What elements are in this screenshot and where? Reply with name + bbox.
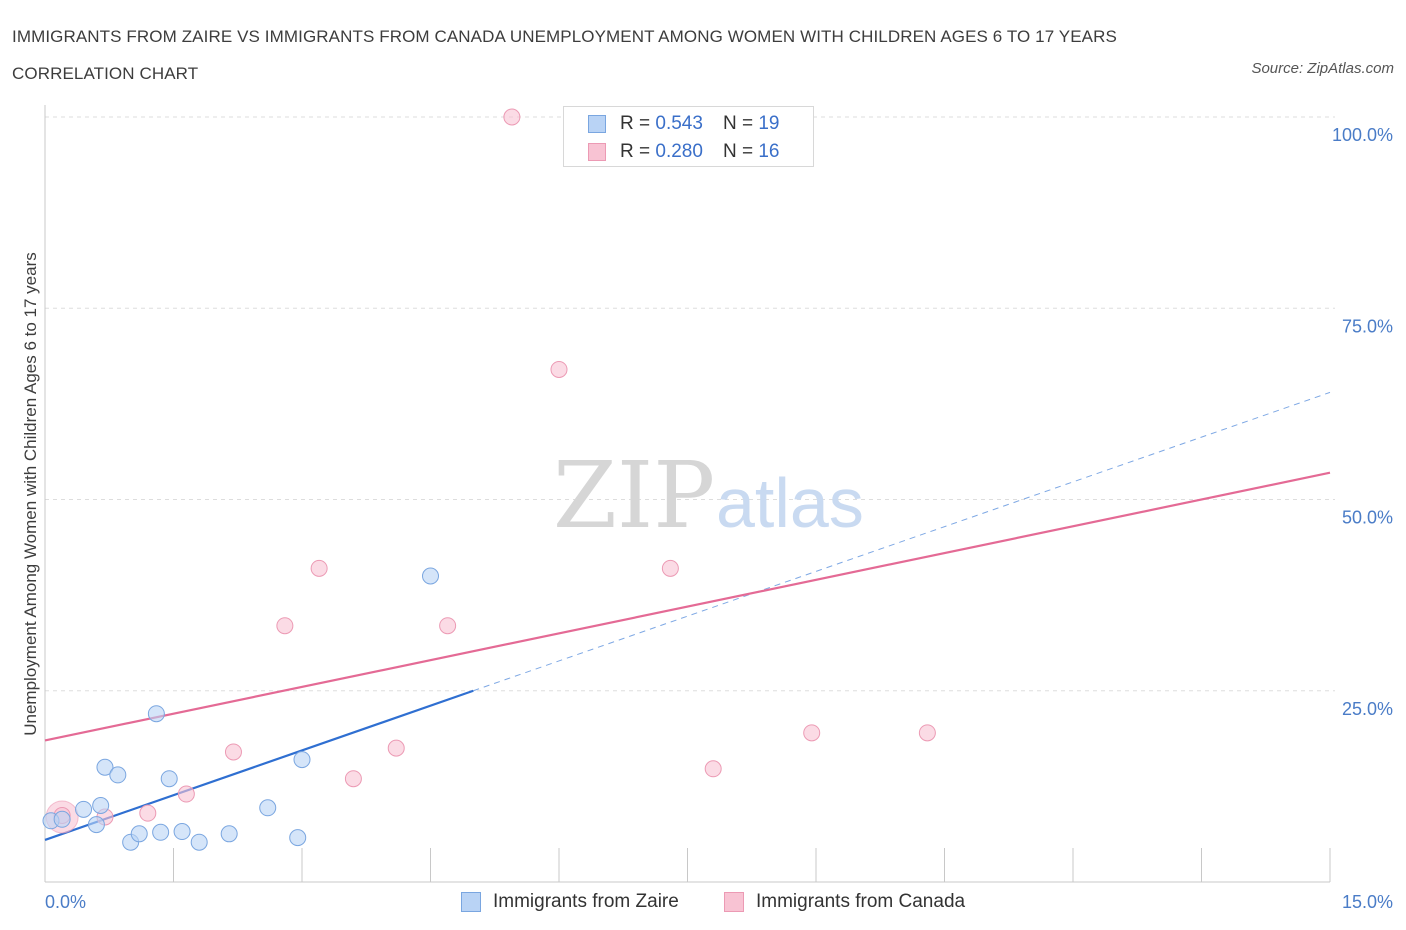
canada-point	[177, 785, 195, 803]
bottom-legend-zaire: Immigrants from Zaire	[461, 889, 679, 915]
zaire-point	[220, 825, 238, 843]
zaire-point	[147, 705, 165, 723]
canada-r-value: 0.280	[655, 141, 703, 162]
canada-point	[661, 559, 679, 577]
zaire-point	[160, 770, 178, 788]
canada-swatch	[588, 143, 606, 161]
zaire-point	[75, 800, 93, 818]
canada-point	[803, 724, 821, 742]
zaire-point	[259, 799, 277, 817]
x-tick-label: 15.0%	[1342, 892, 1393, 912]
zaire-trend-extension	[473, 391, 1331, 692]
zaire-point	[109, 766, 127, 784]
zaire-n-value: 19	[758, 113, 780, 134]
zaire-point	[173, 823, 191, 841]
bottom-zaire-label: Immigrants from Zaire	[493, 891, 679, 912]
bottom-zaire-swatch	[461, 892, 481, 912]
x-tick-label: 0.0%	[45, 892, 86, 912]
zaire-point	[130, 825, 148, 843]
grid-lines	[45, 116, 1335, 692]
watermark-zip: ZIP	[553, 442, 715, 549]
zaire-point	[422, 567, 439, 585]
trend-lines	[44, 391, 1331, 841]
legend-row-canada: R = 0.280 N = 16	[588, 140, 779, 164]
correlation-legend: R = 0.543 N = 19 R = 0.280 N = 16	[563, 106, 814, 167]
bottom-canada-label: Immigrants from Canada	[756, 891, 966, 912]
canada-point	[550, 360, 568, 378]
zaire-point	[87, 816, 105, 834]
watermark: ZIP atlas	[553, 442, 864, 549]
zaire-point	[152, 823, 170, 841]
canada-trend-line	[44, 471, 1331, 742]
zaire-point	[293, 751, 311, 769]
canada-point	[439, 617, 457, 635]
canada-point	[310, 559, 328, 577]
canada-point	[503, 108, 521, 126]
bottom-legend-canada: Immigrants from Canada	[724, 889, 965, 915]
zaire-point	[190, 833, 208, 851]
zaire-n-label: N =	[722, 113, 754, 134]
y-tick-label: 100.0%	[1332, 125, 1393, 145]
bottom-canada-swatch	[724, 892, 744, 912]
watermark-atlas: atlas	[716, 464, 864, 542]
canada-point	[139, 804, 157, 822]
zaire-point	[289, 829, 307, 847]
canada-point	[918, 724, 936, 742]
zaire-point	[92, 797, 110, 814]
zaire-r-value: 0.543	[655, 113, 703, 134]
axes	[44, 105, 1331, 883]
y-tick-label: 25.0%	[1342, 699, 1393, 719]
canada-point	[387, 739, 405, 757]
canada-n-value: 16	[758, 141, 780, 162]
y-axis-label: Unemployment Among Women with Children A…	[21, 252, 40, 736]
y-tick-label: 75.0%	[1342, 316, 1393, 336]
tick-labels: 25.0% 50.0% 75.0% 100.0% 0.0% 15.0%	[45, 125, 1393, 912]
canada-point	[704, 760, 722, 778]
canada-point	[276, 617, 294, 635]
canada-n-label: N =	[722, 141, 754, 162]
zaire-trend-line	[44, 689, 474, 841]
zaire-swatch	[588, 115, 606, 133]
y-tick-label: 50.0%	[1342, 508, 1393, 528]
legend-row-zaire: R = 0.543 N = 19	[588, 112, 779, 136]
canada-r-label: R =	[620, 141, 651, 162]
chart-title: IMMIGRANTS FROM ZAIRE VS IMMIGRANTS FROM…	[12, 27, 1117, 83]
zaire-point	[96, 758, 114, 776]
canada-point	[344, 770, 362, 788]
data-points	[42, 108, 936, 851]
zaire-point	[53, 810, 71, 828]
canada-point	[224, 743, 242, 761]
zaire-r-label: R =	[620, 113, 651, 134]
source-label: Source: ZipAtlas.com	[1251, 60, 1394, 77]
